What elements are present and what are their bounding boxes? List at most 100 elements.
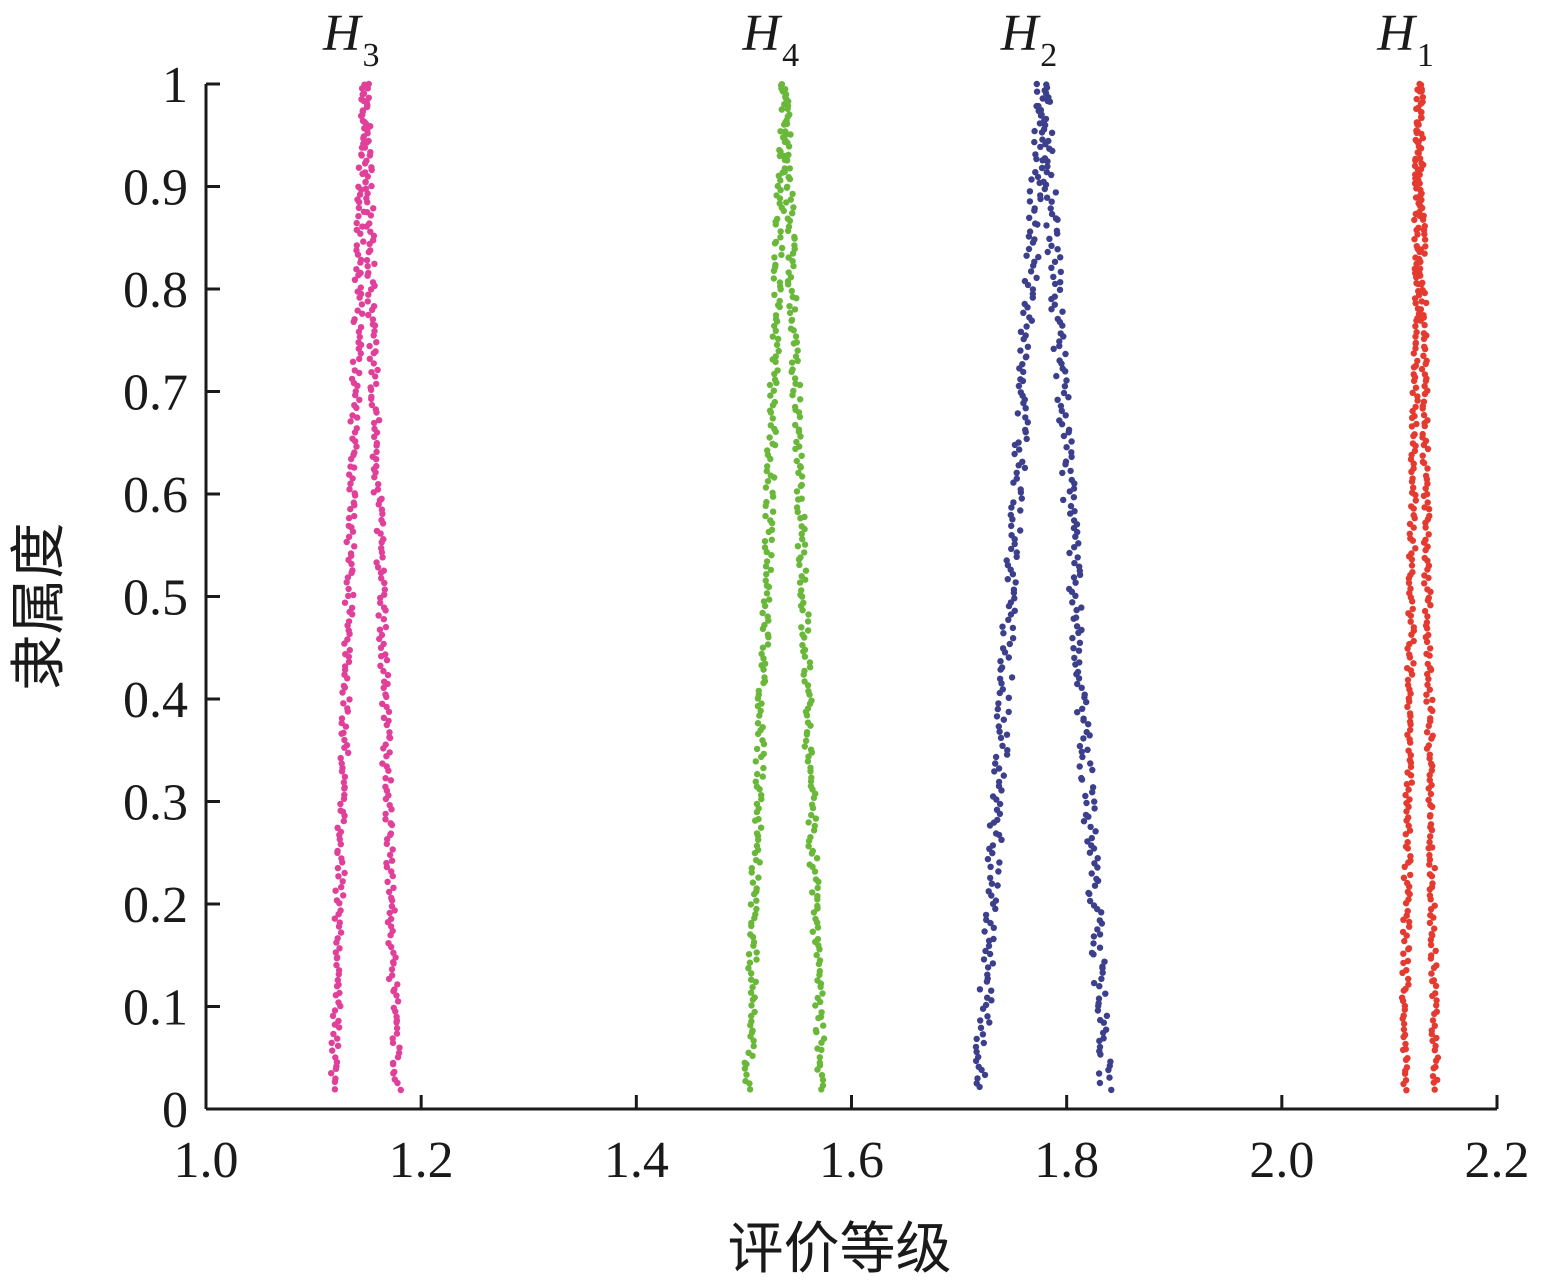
data-point	[751, 994, 758, 1001]
data-point	[355, 183, 362, 190]
data-point	[1431, 925, 1438, 932]
data-point	[975, 1063, 982, 1071]
data-point	[1431, 864, 1439, 872]
data-point	[1404, 681, 1412, 689]
data-point	[795, 469, 802, 476]
data-point	[1073, 606, 1080, 614]
data-point	[777, 228, 784, 235]
data-point	[1421, 236, 1429, 243]
data-point	[1024, 343, 1032, 350]
data-point	[352, 388, 359, 395]
data-point	[354, 196, 361, 203]
data-point	[1405, 610, 1412, 617]
data-point	[1423, 357, 1430, 364]
data-point	[387, 915, 395, 923]
data-point	[1056, 357, 1063, 364]
data-point	[389, 1035, 396, 1042]
data-point	[1427, 801, 1434, 809]
data-point	[1406, 530, 1414, 537]
data-point	[1424, 499, 1431, 506]
data-point	[778, 251, 785, 259]
data-point	[787, 131, 794, 138]
data-point	[378, 506, 386, 513]
data-point	[357, 269, 364, 277]
data-point	[788, 287, 795, 295]
data-point	[369, 453, 376, 460]
data-point	[788, 359, 796, 366]
data-point	[792, 380, 799, 387]
data-point	[1056, 417, 1063, 424]
data-point	[365, 311, 372, 319]
x-axis-ticks: 1.0 1.2 1.4 1.6 1.8 2.0 2.2	[174, 1095, 1530, 1189]
series-h2	[972, 80, 1115, 1094]
data-point	[376, 626, 384, 633]
data-point	[334, 864, 342, 872]
data-point	[1429, 880, 1436, 887]
data-point	[802, 567, 810, 574]
data-points	[328, 80, 1442, 1094]
y-tick-label: 0.9	[123, 160, 188, 217]
data-point	[801, 667, 808, 675]
data-point	[1423, 619, 1431, 626]
data-point	[804, 705, 812, 712]
data-point	[984, 964, 992, 971]
series-labels: H3 H4 H2 H1	[322, 5, 1434, 74]
data-point	[357, 256, 365, 264]
data-point	[1404, 731, 1411, 738]
data-point	[1399, 928, 1407, 936]
data-point	[749, 1027, 756, 1034]
data-point	[363, 195, 370, 202]
data-point	[1022, 405, 1029, 412]
data-point	[1074, 668, 1082, 676]
data-point	[1023, 435, 1030, 443]
data-point	[747, 931, 754, 938]
data-point	[1429, 1073, 1437, 1080]
data-point	[797, 554, 804, 561]
data-point	[345, 585, 352, 593]
data-point	[380, 616, 387, 623]
data-point	[776, 200, 783, 207]
data-point	[334, 976, 341, 984]
data-point	[996, 800, 1004, 808]
data-point	[1078, 604, 1085, 611]
data-point	[367, 228, 374, 235]
data-point	[1089, 784, 1097, 791]
data-point	[753, 885, 760, 892]
data-point	[1412, 339, 1420, 346]
data-point	[1432, 982, 1440, 990]
data-point	[1426, 777, 1434, 784]
data-point	[796, 579, 804, 586]
data-point	[809, 847, 816, 855]
data-point	[373, 339, 380, 346]
data-point	[369, 316, 377, 323]
data-point	[394, 998, 402, 1005]
data-point	[812, 1026, 820, 1034]
data-point	[1426, 686, 1434, 693]
data-point	[805, 843, 812, 850]
data-point	[345, 749, 352, 756]
data-point	[340, 817, 347, 825]
data-point	[379, 554, 386, 561]
data-point	[1407, 618, 1414, 625]
series-label-h1: H1	[1376, 5, 1434, 74]
data-point	[782, 137, 789, 145]
data-point	[1421, 580, 1428, 587]
data-point	[791, 403, 799, 411]
data-point	[1062, 458, 1070, 465]
data-point	[364, 173, 371, 180]
data-point	[995, 723, 1002, 730]
data-point	[1415, 104, 1422, 112]
data-point	[750, 1042, 757, 1050]
data-point	[1400, 1012, 1407, 1019]
data-point	[750, 939, 758, 946]
data-point	[1423, 698, 1430, 705]
data-point	[812, 815, 820, 822]
data-point	[1056, 286, 1064, 293]
data-point	[753, 857, 760, 864]
data-point	[808, 811, 815, 819]
data-point	[798, 530, 805, 538]
data-point	[1008, 522, 1015, 530]
data-point	[1106, 1074, 1113, 1081]
data-point	[1058, 407, 1066, 414]
data-point	[1015, 439, 1022, 446]
